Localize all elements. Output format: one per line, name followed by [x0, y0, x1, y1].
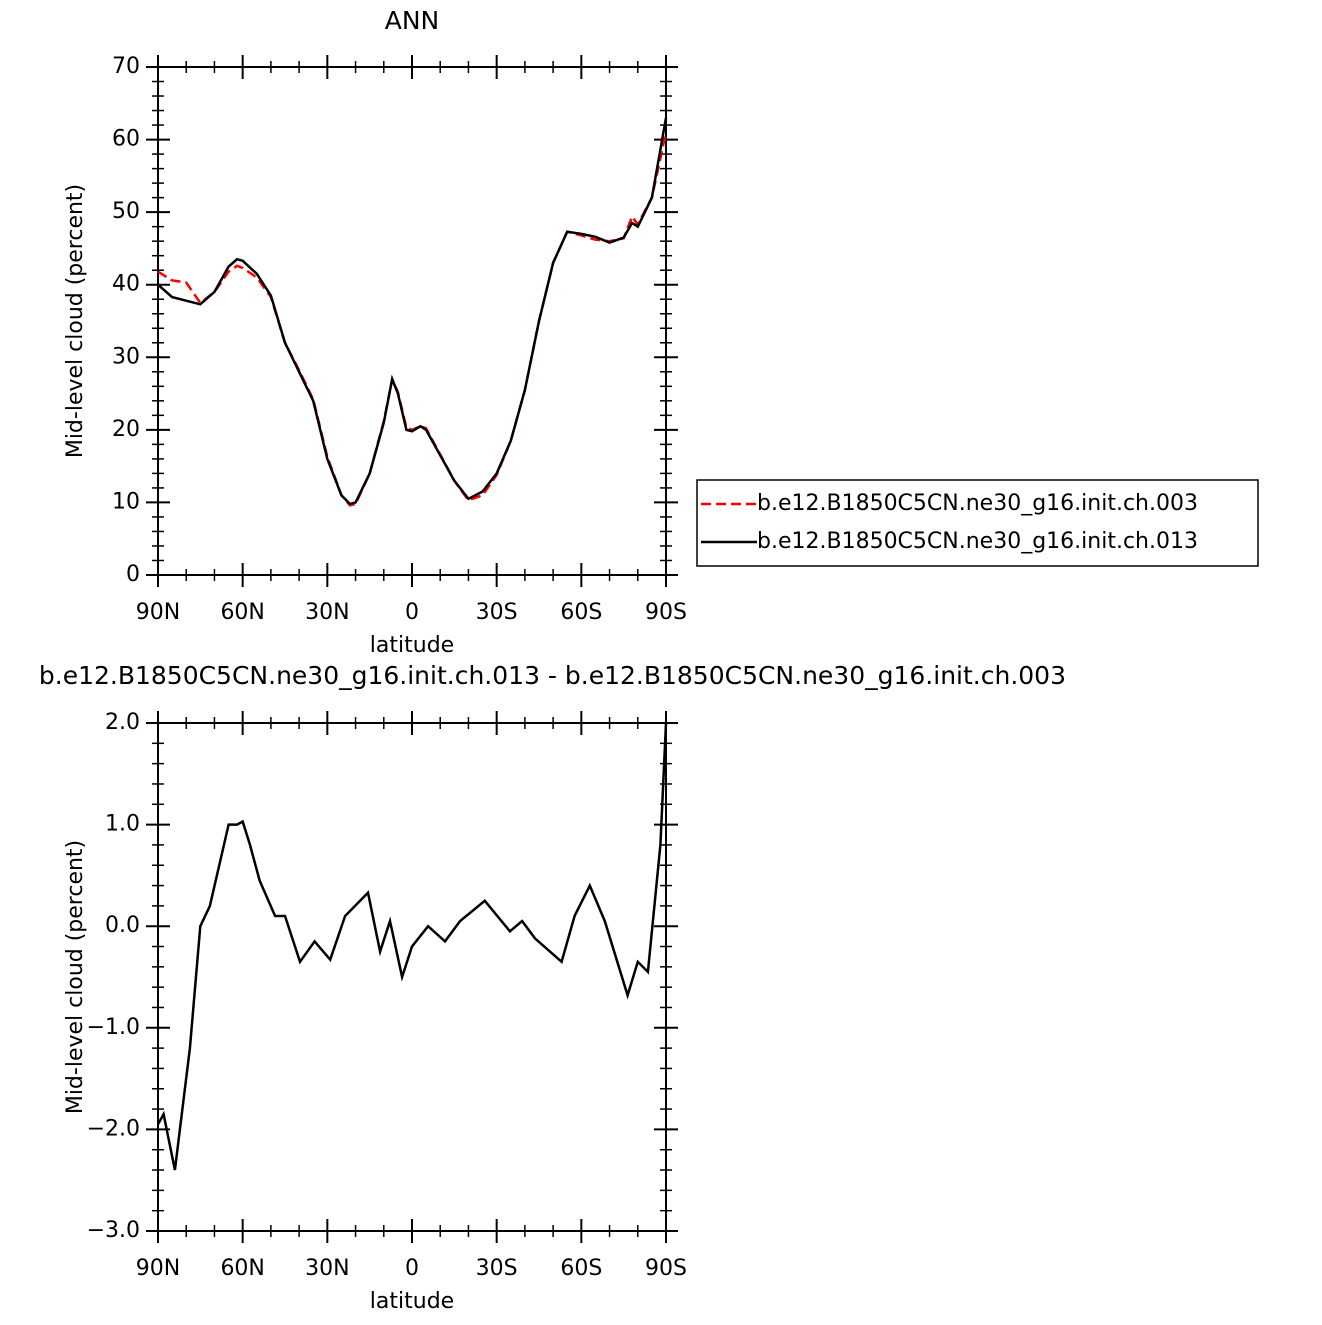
- y-tick-label: −1.0: [87, 1015, 140, 1040]
- y-tick-label: −2.0: [87, 1116, 140, 1141]
- y-axis-label: Mid-level cloud (percent): [63, 840, 88, 1114]
- x-tick-label: 30N: [305, 1256, 349, 1281]
- data-line: [157, 132, 668, 507]
- y-tick-label: 0.0: [105, 913, 140, 938]
- x-tick-label: 30S: [476, 1256, 518, 1281]
- y-tick-label: 2.0: [105, 710, 140, 735]
- y-tick-label: 40: [112, 272, 140, 297]
- x-tick-label: 30N: [305, 600, 349, 625]
- legend-label: b.e12.B1850C5CN.ne30_g16.init.ch.003: [757, 491, 1198, 516]
- x-tick-label: 60N: [220, 600, 264, 625]
- y-tick-label: −3.0: [87, 1218, 140, 1243]
- y-tick-label: 60: [112, 127, 140, 152]
- plot-frame: [157, 66, 667, 576]
- x-tick-label: 90S: [645, 1256, 687, 1281]
- plot-frame: [157, 722, 667, 1232]
- x-tick-label: 90N: [136, 600, 180, 625]
- x-tick-label: 90S: [645, 600, 687, 625]
- y-tick-label: 1.0: [105, 812, 140, 837]
- x-tick-label: 0: [405, 1256, 419, 1281]
- y-tick-label: 20: [112, 417, 140, 442]
- x-tick-label: 0: [405, 600, 419, 625]
- chart-title: ANN: [385, 6, 440, 35]
- x-tick-label: 60S: [560, 1256, 602, 1281]
- data-line: [157, 117, 668, 506]
- x-tick-label: 60S: [560, 600, 602, 625]
- data-line: [156, 722, 668, 1171]
- x-tick-label: 60N: [220, 1256, 264, 1281]
- x-axis-label: latitude: [370, 1289, 454, 1314]
- legend-label: b.e12.B1850C5CN.ne30_g16.init.ch.013: [757, 529, 1198, 554]
- x-tick-label: 90N: [136, 1256, 180, 1281]
- x-tick-label: 30S: [476, 600, 518, 625]
- y-tick-label: 10: [112, 489, 140, 514]
- y-axis-label: Mid-level cloud (percent): [63, 184, 88, 458]
- y-tick-label: 70: [112, 54, 140, 79]
- x-axis-label: latitude: [370, 633, 454, 658]
- legend-box: [696, 479, 1259, 567]
- y-tick-label: 0: [126, 562, 140, 587]
- y-tick-label: 30: [112, 344, 140, 369]
- chart-title: b.e12.B1850C5CN.ne30_g16.init.ch.013 - b…: [39, 661, 1066, 690]
- y-tick-label: 50: [112, 199, 140, 224]
